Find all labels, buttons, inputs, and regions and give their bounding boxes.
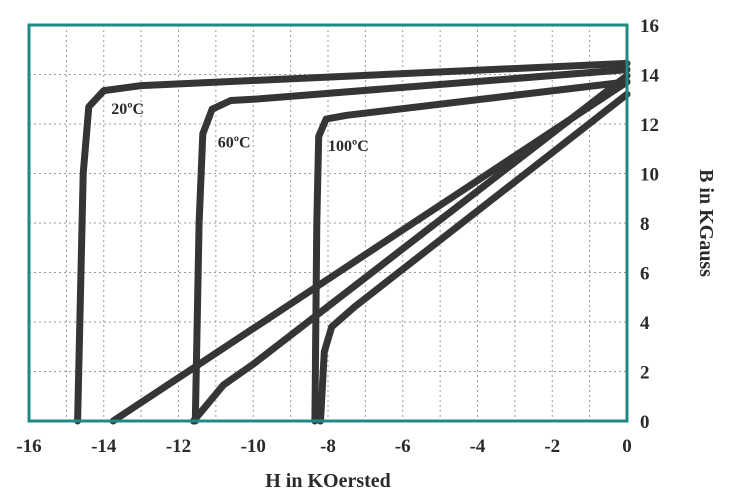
y-tick-label: 4 bbox=[640, 313, 650, 334]
x-tick-label: -10 bbox=[241, 436, 266, 457]
plot-frame bbox=[27, 23, 629, 423]
x-tick-label: -16 bbox=[16, 436, 41, 457]
y-tick-labels: 0 2 4 6 8 10 12 14 16 bbox=[640, 16, 660, 433]
curve-label: 20ºC bbox=[111, 101, 144, 118]
x-tick-label: -12 bbox=[166, 436, 191, 457]
curve-line bbox=[190, 72, 631, 425]
y-tick-label: 6 bbox=[640, 264, 650, 285]
curve-line bbox=[74, 59, 631, 425]
x-tick-label: 0 bbox=[622, 436, 632, 457]
curve-line bbox=[191, 66, 631, 425]
y-tick-label: 10 bbox=[640, 165, 659, 186]
x-tick-label: -2 bbox=[544, 436, 560, 457]
curves bbox=[74, 59, 631, 425]
curve-labels: 20ºC 60ºC 100ºC bbox=[111, 101, 369, 155]
x-tick-label: -8 bbox=[320, 436, 336, 457]
x-tick-label: -4 bbox=[470, 436, 486, 457]
x-tick-label: -14 bbox=[91, 436, 117, 457]
grid bbox=[29, 25, 627, 421]
curve-line bbox=[311, 78, 631, 425]
y-tick-label: 8 bbox=[640, 214, 650, 235]
x-axis-title: H in KOersted bbox=[265, 470, 391, 492]
y-axis-title: B in KGauss bbox=[695, 169, 717, 277]
curve-label: 60ºC bbox=[218, 135, 251, 152]
y-tick-label: 0 bbox=[640, 412, 650, 433]
x-tick-label: -6 bbox=[395, 436, 411, 457]
x-tick-labels: -16 -14 -12 -10 -8 -6 -4 -2 0 bbox=[16, 436, 631, 457]
y-tick-label: 2 bbox=[640, 363, 650, 384]
y-tick-label: 14 bbox=[640, 66, 660, 87]
y-tick-label: 16 bbox=[640, 16, 659, 37]
y-tick-label: 12 bbox=[640, 115, 659, 136]
curve-line bbox=[317, 90, 631, 425]
curve-label: 100ºC bbox=[328, 138, 369, 155]
